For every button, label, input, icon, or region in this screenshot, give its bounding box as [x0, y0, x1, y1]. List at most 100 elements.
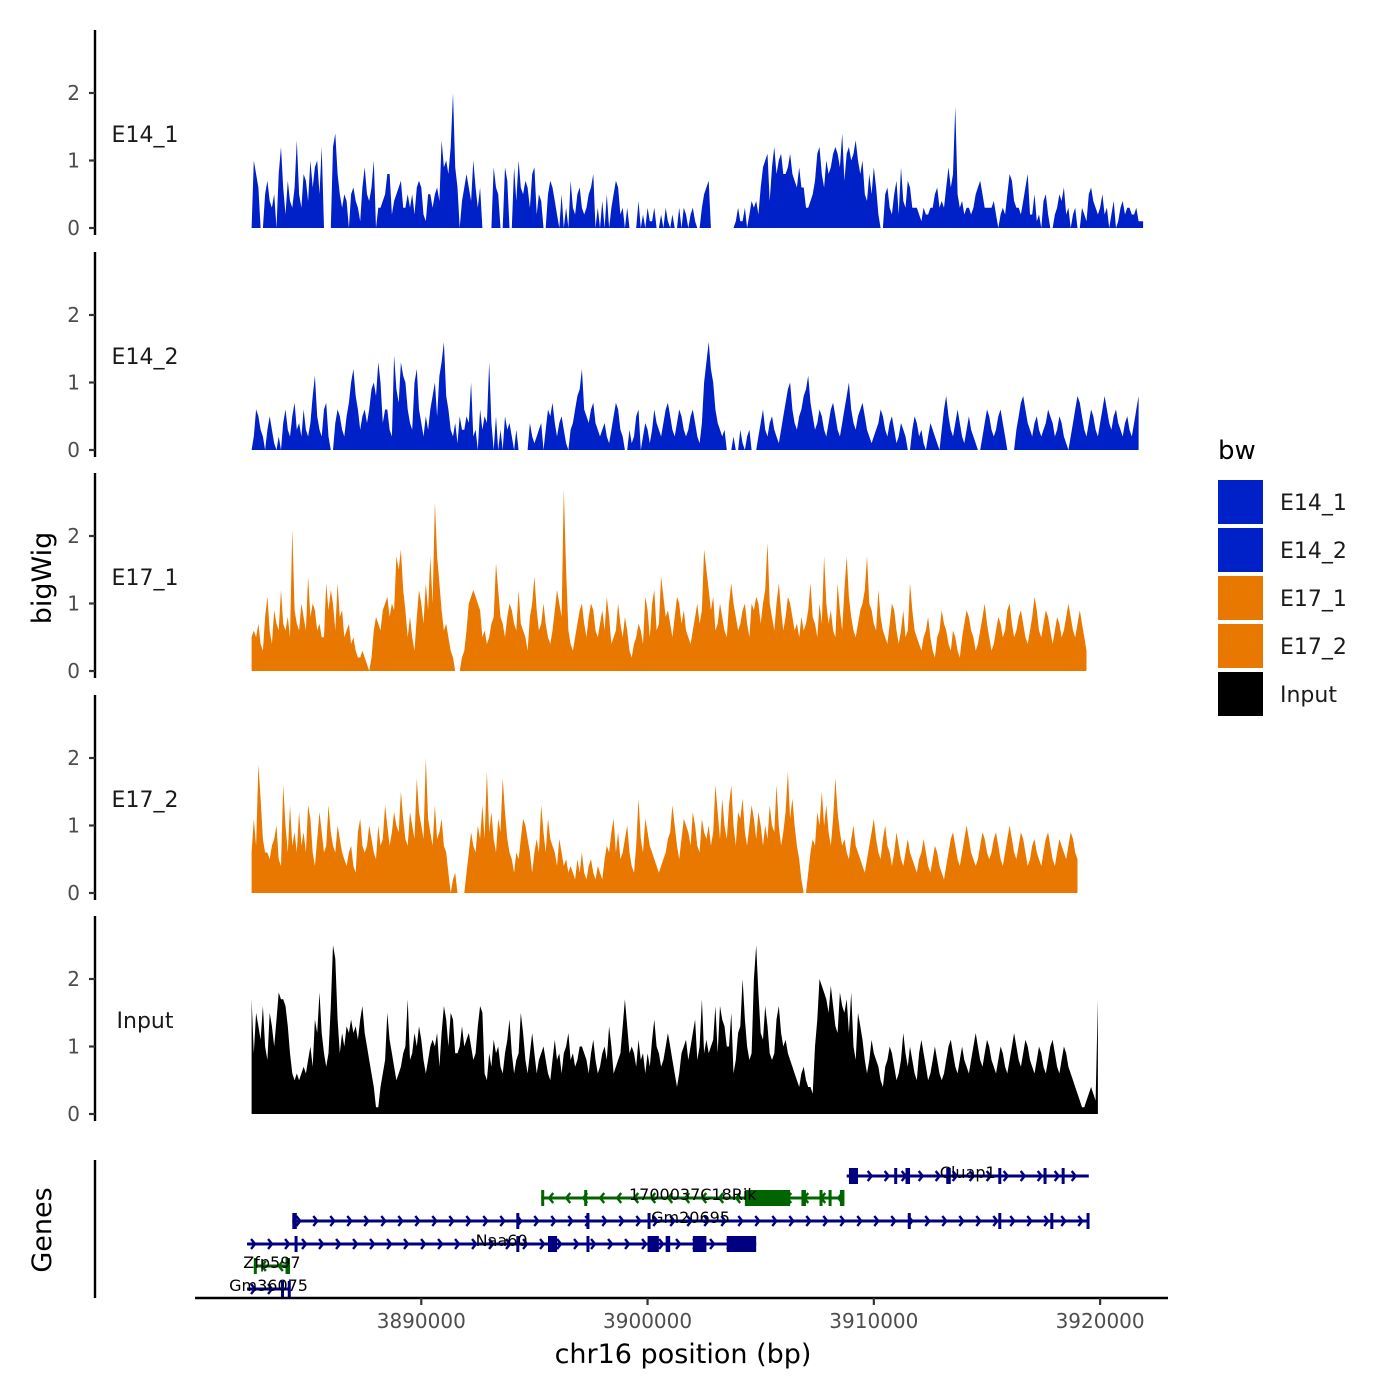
strand-arrow: [873, 1215, 880, 1227]
strand-arrow: [414, 1215, 421, 1227]
strand-arrow: [482, 1215, 489, 1227]
gene-gm36075: Gm36075: [229, 1276, 308, 1297]
exon: [285, 1258, 291, 1274]
strand-arrow: [598, 1192, 606, 1204]
strand-arrow: [301, 1238, 308, 1250]
strand-arrow: [666, 1192, 674, 1204]
signal-area-input: [251, 945, 1098, 1114]
strand-arrow: [499, 1215, 506, 1227]
gene-zfp597: Zfp597: [243, 1253, 301, 1274]
y-tick-label: 2: [67, 81, 80, 105]
exon: [541, 1190, 545, 1206]
legend-swatch: [1218, 576, 1263, 620]
gene-1700037c18rik: 1700037C18Rik: [541, 1185, 845, 1206]
strand-arrow: [1019, 1170, 1027, 1182]
y-tick-label: 1: [67, 592, 80, 616]
signal-area-e14_2: [251, 342, 1139, 450]
genes-axis-title: Genes: [27, 1187, 58, 1272]
legend-label: E14_1: [1280, 491, 1347, 516]
exon: [516, 1236, 520, 1252]
strand-arrow: [352, 1238, 359, 1250]
y-tick-label: 0: [67, 1102, 80, 1126]
exon: [647, 1236, 659, 1252]
strand-arrow: [369, 1238, 376, 1250]
strand-arrow: [329, 1215, 336, 1227]
y-tick-label: 0: [67, 438, 80, 462]
strand-arrow: [431, 1215, 438, 1227]
strand-arrow: [522, 1238, 529, 1250]
strand-arrow: [975, 1215, 982, 1227]
strand-arrow: [720, 1215, 727, 1227]
strand-arrow: [454, 1238, 461, 1250]
strand-arrow: [635, 1215, 642, 1227]
strand-arrow: [658, 1238, 665, 1250]
strand-arrow: [675, 1238, 682, 1250]
strand-arrow: [250, 1238, 257, 1250]
strand-arrow: [397, 1215, 404, 1227]
exon: [848, 1168, 858, 1184]
track-label: Input: [117, 1009, 174, 1034]
strand-arrow: [700, 1192, 708, 1204]
gene-label: Zfp597: [243, 1253, 300, 1272]
y-tick-label: 0: [67, 659, 80, 683]
y-tick-label: 2: [67, 524, 80, 548]
x-tick-label: 3910000: [829, 1309, 918, 1333]
strand-arrow: [607, 1238, 614, 1250]
exon: [294, 1236, 298, 1252]
exon: [280, 1281, 284, 1297]
track-label: E14_2: [112, 345, 179, 370]
exon: [819, 1190, 823, 1206]
strand-arrow: [771, 1215, 778, 1227]
strand-arrow: [564, 1192, 572, 1204]
strand-arrow: [465, 1215, 472, 1227]
track-e14_1: 0 1 2 E14_1: [67, 30, 1144, 240]
gene-label: Gm20695: [651, 1208, 730, 1227]
exon: [253, 1258, 257, 1274]
y-tick-label: 1: [67, 814, 80, 838]
strand-arrow: [556, 1238, 563, 1250]
strand-arrow: [318, 1238, 325, 1250]
strand-arrow: [267, 1238, 274, 1250]
strand-arrow: [284, 1238, 291, 1250]
strand-arrow: [1026, 1215, 1033, 1227]
exon: [998, 1213, 1002, 1229]
track-e17_2: 0 1 2 E17_2: [67, 695, 1078, 905]
strand-arrow: [917, 1170, 925, 1182]
track-e17_1: 0 1 2 E17_1: [67, 473, 1087, 683]
strand-arrow: [1002, 1170, 1010, 1182]
strand-arrow: [822, 1215, 829, 1227]
strand-arrow: [992, 1215, 999, 1227]
strand-arrow: [941, 1215, 948, 1227]
strand-arrow: [683, 1192, 691, 1204]
strand-arrow: [295, 1215, 302, 1227]
y-tick-label: 0: [67, 216, 80, 240]
strand-arrow: [703, 1215, 710, 1227]
y-tick-label: 1: [67, 1035, 80, 1059]
x-axis-title: chr16 position (bp): [555, 1339, 812, 1370]
strand-arrow: [754, 1215, 761, 1227]
strand-arrow: [471, 1238, 478, 1250]
exon: [584, 1190, 588, 1206]
strand-arrow: [488, 1238, 495, 1250]
strand-arrow: [346, 1215, 353, 1227]
strand-arrow: [649, 1192, 657, 1204]
gene-label: 1700037C18Rik: [629, 1185, 757, 1204]
strand-arrow: [968, 1170, 976, 1182]
exon: [998, 1168, 1002, 1184]
exon: [1050, 1213, 1054, 1229]
exon: [586, 1236, 590, 1252]
strand-arrow: [839, 1215, 846, 1227]
gene-gm20695: Gm20695: [292, 1208, 1090, 1229]
strand-arrow: [1060, 1215, 1067, 1227]
strand-arrow: [632, 1192, 640, 1204]
strand-arrow: [866, 1170, 874, 1182]
legend-swatch: [1218, 528, 1263, 572]
bigwig-tracks: 0 1 2 E14_1 0 1 2 E14_2 0 1 2 E17_1 0 1 2 E17_2 0 1 2 Input: [67, 30, 1144, 1126]
strand-arrow: [805, 1215, 812, 1227]
track-label: E14_1: [112, 123, 179, 148]
exon: [547, 1236, 558, 1252]
y-tick-label: 0: [67, 881, 80, 905]
x-tick-label: 3900000: [603, 1309, 692, 1333]
legend-swatch: [1218, 480, 1263, 524]
